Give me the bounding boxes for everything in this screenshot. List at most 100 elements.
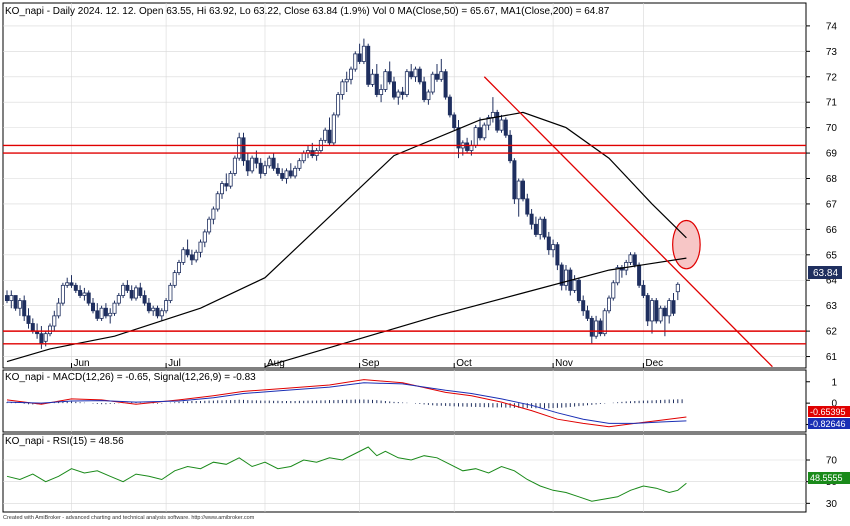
candle-body — [185, 249, 190, 256]
candle-body — [108, 312, 113, 317]
candle-body — [280, 173, 285, 179]
trendline — [483, 76, 773, 368]
macd-tick-label: 0 — [831, 399, 837, 410]
candle-body — [237, 137, 242, 159]
candle-body — [262, 165, 267, 174]
candle-body — [194, 251, 199, 261]
candle-body — [5, 295, 10, 301]
candle-body — [443, 71, 448, 98]
candle-body — [219, 183, 224, 195]
candle-body — [26, 315, 31, 324]
candle-body — [121, 284, 126, 296]
candle-body — [628, 254, 633, 263]
candle-body — [207, 218, 212, 233]
rsi-line — [6, 446, 687, 502]
y-tick-label: 72 — [826, 72, 838, 83]
candle-body — [198, 241, 203, 253]
rsi-last-label: 48.5555 — [810, 473, 843, 483]
y-tick-label: 70 — [826, 123, 838, 134]
candle-body — [667, 300, 672, 317]
candle-body — [538, 218, 543, 235]
x-tick-label: Sep — [362, 358, 380, 369]
candle-body — [138, 287, 143, 296]
candle-body — [353, 53, 358, 70]
macd-line — [6, 379, 687, 428]
candle-body — [607, 297, 612, 312]
candle-body — [637, 264, 642, 286]
candle-body — [426, 91, 431, 101]
signal-last-badge: -0.82646 — [808, 418, 850, 429]
candle-body — [555, 244, 560, 266]
candle-body — [146, 302, 151, 312]
candle-body — [581, 300, 586, 312]
macd-panel-title: KO_napi - MACD(12,26) = -0.65, Signal(12… — [5, 372, 256, 383]
last-price-badge: 63.84 — [808, 266, 842, 279]
y-tick-label: 73 — [826, 47, 838, 58]
candle-body — [103, 307, 108, 317]
candle-body — [654, 300, 659, 322]
y-tick-label: 67 — [826, 199, 838, 210]
candle-body — [525, 198, 530, 215]
candle-body — [56, 302, 61, 317]
candle-body — [293, 167, 298, 177]
candle-body — [17, 300, 22, 309]
candle-body — [439, 71, 444, 80]
x-tick-label: Jun — [74, 358, 90, 369]
x-tick-label: Oct — [456, 358, 472, 369]
candle-body — [357, 53, 362, 62]
candle-body — [417, 68, 422, 83]
candle-body — [327, 129, 332, 144]
y-tick-label: 65 — [826, 250, 838, 261]
candle-body — [69, 282, 74, 286]
candle-body — [284, 170, 289, 179]
candle-body — [275, 167, 280, 174]
candle-body — [60, 284, 65, 304]
candle-body — [22, 300, 27, 317]
candle-body — [52, 315, 57, 327]
candle-body — [112, 302, 117, 314]
candle-body — [675, 283, 680, 293]
candle-body — [594, 320, 599, 337]
candle-body — [611, 282, 616, 299]
candle-body — [542, 218, 547, 238]
candle-body — [447, 96, 452, 116]
candle-body — [370, 73, 375, 85]
candle-body — [456, 127, 461, 149]
candle-body — [490, 111, 495, 118]
highlight-circle — [672, 219, 701, 270]
price-panel-title: KO_napi - Daily 2024. 12. 12. Open 63.55… — [5, 6, 610, 17]
candle-body — [430, 73, 435, 93]
rsi-tick-label: 30 — [826, 499, 838, 510]
candle-body — [202, 231, 207, 243]
candle-body — [82, 292, 87, 296]
candle-body — [344, 78, 349, 83]
candle-body — [495, 111, 500, 131]
candle-body — [383, 71, 388, 90]
candle-body — [151, 307, 156, 312]
y-tick-label: 61 — [826, 352, 838, 363]
macd-last-badge: -0.65395 — [808, 406, 850, 417]
candle-body — [452, 114, 457, 129]
candle-body — [422, 81, 427, 101]
candle-body — [348, 68, 353, 80]
y-tick-label: 71 — [826, 98, 838, 109]
candle-body — [662, 307, 667, 317]
candle-body — [632, 254, 637, 266]
candle-body — [228, 173, 233, 187]
candle-body — [469, 145, 474, 151]
candle-body — [404, 71, 409, 95]
candle-body — [78, 290, 83, 296]
y-tick-label: 66 — [826, 225, 838, 236]
candle-body — [65, 282, 70, 286]
candle-body — [499, 119, 504, 131]
candle-body — [155, 307, 160, 317]
y-tick-label: 74 — [826, 21, 838, 32]
y-tick-label: 63 — [826, 301, 838, 312]
candle-body — [589, 318, 594, 337]
candle-body — [477, 127, 482, 139]
candle-body — [176, 262, 181, 274]
price-panel-frame — [2, 2, 807, 369]
y-tick-label: 69 — [826, 149, 838, 160]
candle-body — [521, 180, 526, 200]
candle-body — [361, 45, 366, 62]
